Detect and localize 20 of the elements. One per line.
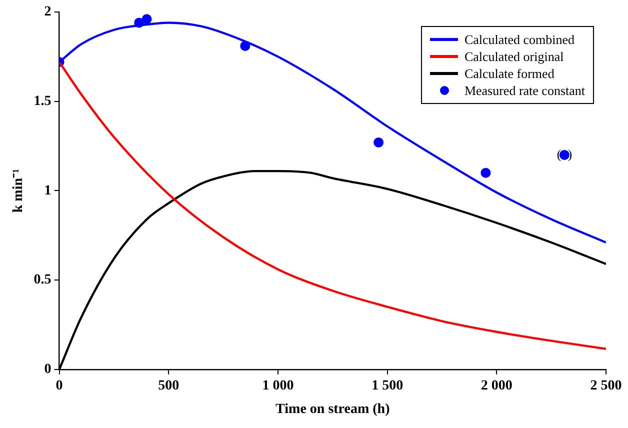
y-tick-label: 1.5	[34, 94, 52, 109]
x-tick-label: 2 000	[480, 378, 512, 394]
x-tick-label: 1 000	[262, 378, 294, 394]
legend-label: Calculate formed	[464, 65, 554, 82]
x-axis-title: Time on stream (h)	[276, 402, 390, 418]
legend-label: Measured rate constant	[464, 82, 585, 99]
y-tick-label: 0.5	[34, 272, 52, 288]
x-tick-label: 0	[56, 378, 63, 394]
point	[480, 168, 491, 178]
legend-label: Calculated original	[464, 48, 564, 65]
point	[142, 14, 152, 24]
y-axis-title: k min⁻¹	[11, 168, 26, 213]
x-tick-label: 2 500	[590, 378, 622, 394]
y-tick-label: 0	[44, 362, 52, 378]
x-tick-label: 500	[158, 378, 180, 394]
legend-label: Calculated combined	[464, 31, 575, 48]
y-tick-label: 1	[44, 183, 52, 198]
point	[374, 137, 384, 148]
y-tick-label: 2	[44, 4, 52, 20]
x-tick-label: 1 500	[372, 378, 404, 394]
